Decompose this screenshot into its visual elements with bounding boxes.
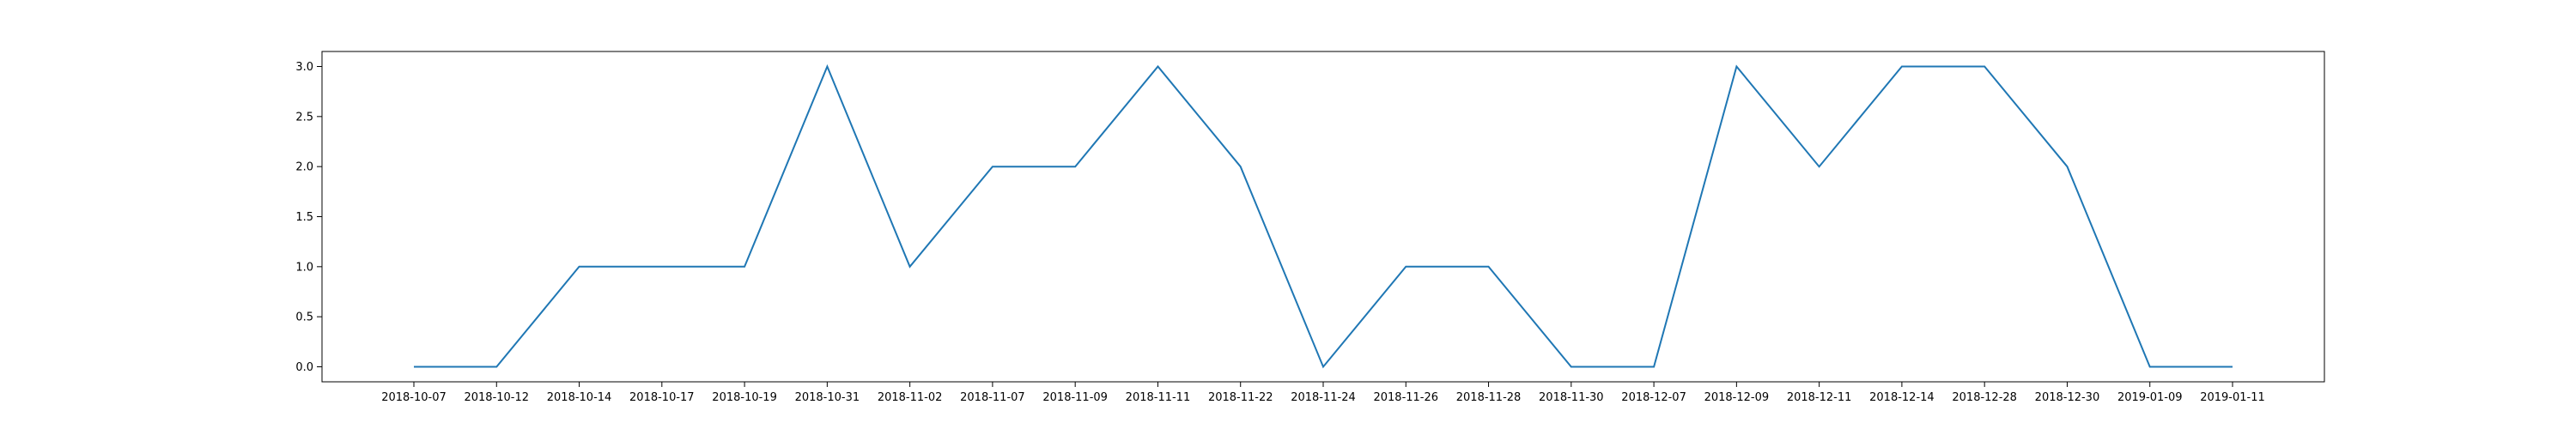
x-tick-label: 2018-11-24 <box>1291 391 1356 404</box>
x-tick-label: 2018-11-07 <box>960 391 1025 404</box>
x-tick-label: 2018-11-02 <box>878 391 943 404</box>
x-tick-label: 2018-10-07 <box>381 391 447 404</box>
y-tick-label: 3.0 <box>295 61 313 74</box>
x-tick-label: 2018-11-09 <box>1042 391 1108 404</box>
x-tick-label: 2018-12-28 <box>1952 391 2017 404</box>
y-tick-label: 1.0 <box>295 261 313 274</box>
x-tick-label: 2018-10-31 <box>795 391 860 404</box>
x-tick-label: 2018-11-28 <box>1456 391 1522 404</box>
x-tick-label: 2018-12-30 <box>2035 391 2100 404</box>
x-tick-label: 2018-11-22 <box>1208 391 1273 404</box>
y-tick-label: 0.0 <box>295 361 313 374</box>
series-line <box>414 63 2233 369</box>
x-tick-label: 2018-10-12 <box>464 391 529 404</box>
x-tick-label: 2018-12-11 <box>1787 391 1852 404</box>
y-tick-label: 2.5 <box>295 111 313 124</box>
x-tick-label: 2018-12-09 <box>1704 391 1770 404</box>
y-tick-label: 2.0 <box>295 161 313 174</box>
x-tick-label: 2018-11-30 <box>1539 391 1604 404</box>
x-tick-label: 2018-12-14 <box>1869 391 1935 404</box>
x-tick-label: 2018-12-07 <box>1621 391 1686 404</box>
x-tick-label: 2018-10-14 <box>547 391 612 404</box>
x-tick-label: 2019-01-11 <box>2200 391 2265 404</box>
x-tick-label: 2018-11-26 <box>1373 391 1438 404</box>
x-tick-label: 2018-10-19 <box>712 391 777 404</box>
x-tick-label: 2018-11-11 <box>1126 391 1191 404</box>
x-tick-label: 2019-01-09 <box>2117 391 2183 404</box>
plot-area: 0.0 0.5 1.0 1.5 2.0 2.5 3.0 2018-10-07 2018-10-1… <box>295 51 2325 404</box>
y-tick-label: 1.5 <box>295 211 313 224</box>
y-tick-label: 0.5 <box>295 311 313 324</box>
x-tick-label: 2018-10-17 <box>629 391 695 404</box>
